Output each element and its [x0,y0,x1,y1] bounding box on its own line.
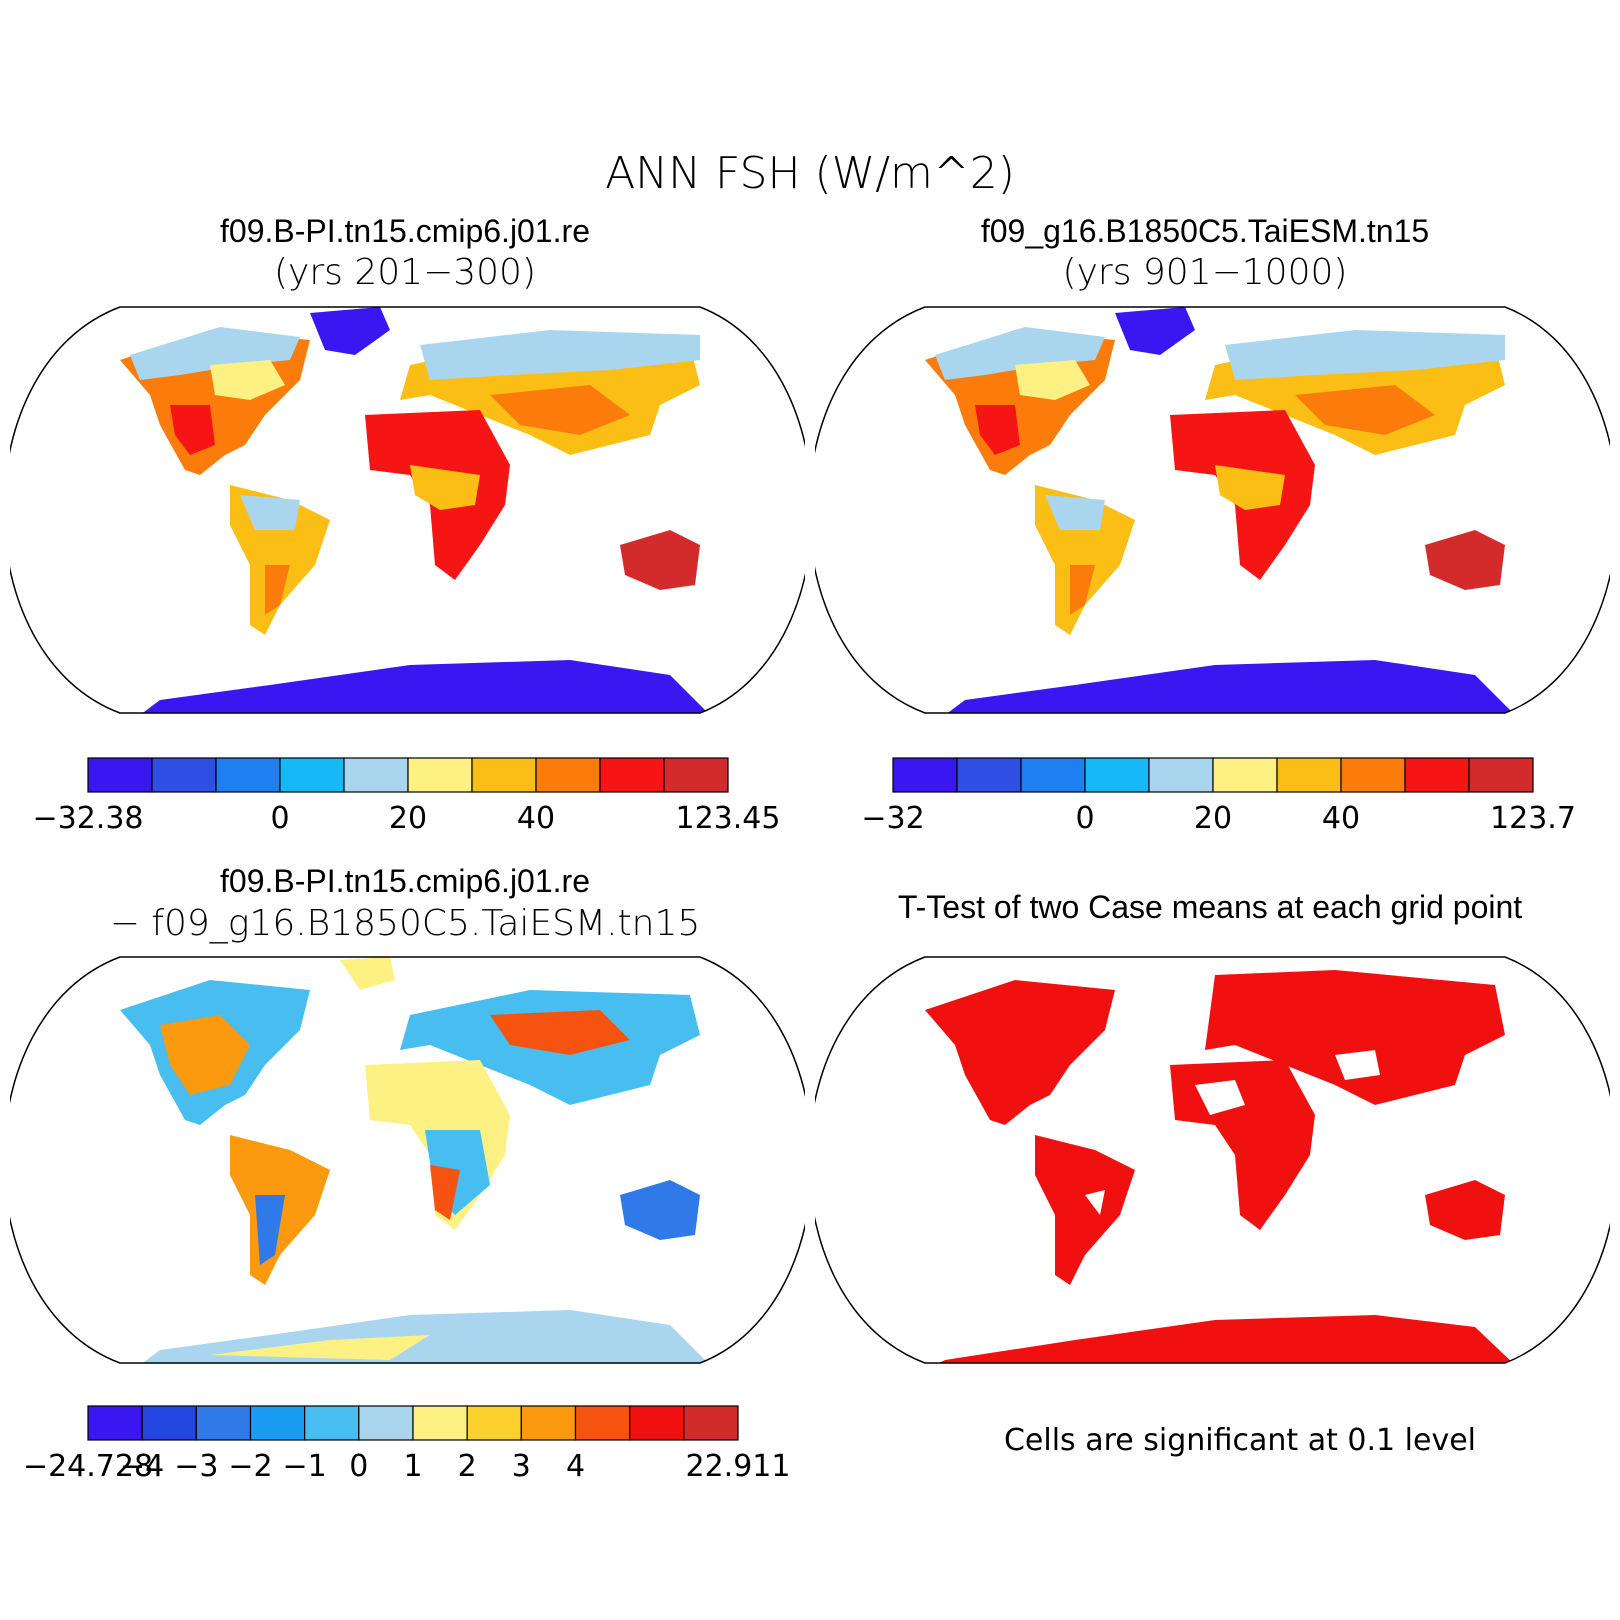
colorbar-tick-label: 3 [512,1449,531,1484]
colorbar-swatch [663,757,729,793]
colorbar-swatch [683,1405,739,1441]
land-fill-difference [120,957,710,1363]
colorbar-case1: −32.38 0 20 40 123.45 [32,757,781,836]
significance-note: Cells are significant at 0.1 level [1003,1423,1476,1458]
colorbar-swatch [535,757,601,793]
colorbar-tick-label: 0 [270,801,289,836]
colorbar-swatch [1020,757,1086,793]
colorbar-tick-label: −24.728 [23,1449,153,1484]
colorbar-swatch [151,757,217,793]
map-ttest [815,956,1610,1364]
colorbar-swatch [629,1405,685,1441]
colorbar-swatch [1148,757,1214,793]
panel-case2-subtitle: (yrs 901−1000) [1062,252,1348,293]
colorbar-tick-label: 20 [1194,801,1232,836]
colorbar-tick-label: 2 [458,1449,477,1484]
colorbar-tick-label: 0 [1075,801,1094,836]
map-case2 [815,306,1610,714]
map-border-difference [10,956,805,1364]
colorbar-swatch [412,1405,468,1441]
colorbar-tick-label: 4 [566,1449,585,1484]
colorbar-swatch [304,1405,360,1441]
colorbar-tick-label: 22.911 [686,1449,791,1484]
colorbar-swatch [358,1405,414,1441]
figure-title: ANN FSH (W/m^2) [605,148,1015,199]
panel-difference-title: f09.B-PI.tn15.cmip6.j01.re [220,863,590,899]
panel-ttest-title: T-Test of two Case means at each grid po… [897,889,1523,925]
colorbar-tick-label: 1 [403,1449,422,1484]
colorbar-swatch [1468,757,1534,793]
colorbar-tick-label: −4 [120,1449,164,1484]
colorbar-tick-label: −32 [861,801,924,836]
panel-case1-title: f09.B-PI.tn15.cmip6.j01.re [220,213,590,249]
colorbar-swatch [1276,757,1342,793]
colorbar-swatch [1084,757,1150,793]
colorbar-swatch [599,757,665,793]
colorbar-swatch [343,757,409,793]
land-fill-case2 [925,307,1515,713]
panel-difference-subtitle: − f09_g16.B1850C5.TaiESM.tn15 [109,903,701,944]
colorbar-difference: −24.728−4 −3 −2 −1 0 1 2 3 4 22.911 [23,1405,791,1484]
colorbar-swatch [466,1405,522,1441]
colorbar-swatch [1404,757,1470,793]
colorbar-swatch [892,757,958,793]
map-border-ttest [815,956,1610,1364]
map-border-case1 [10,306,805,714]
colorbar-swatch [141,1405,197,1441]
colorbar-tick-label: 123.7 [1490,801,1576,836]
map-border-case2 [815,306,1610,714]
colorbar-swatch [956,757,1022,793]
colorbar-swatch [215,757,281,793]
colorbar-tick-label: 20 [389,801,427,836]
land-fill-case1 [120,307,710,713]
colorbar-tick-label: 40 [1322,801,1360,836]
panel-case2-title: f09_g16.B1850C5.TaiESM.tn15 [980,213,1430,249]
colorbar-case2: −32 0 20 40 123.7 [861,757,1576,836]
colorbar-swatch [195,1405,252,1441]
colorbar-swatch [87,757,153,793]
significance-fill [925,970,1515,1363]
colorbar-tick-label: 40 [517,801,555,836]
colorbar-tick-label: −1 [283,1449,327,1484]
panel-case1-subtitle: (yrs 201−300) [274,252,536,293]
map-difference [10,956,805,1364]
colorbar-swatch [1212,757,1278,793]
colorbar-tick-label: −3 [174,1449,218,1484]
colorbar-tick-label: −2 [228,1449,272,1484]
colorbar-tick-label: −32.38 [32,801,143,836]
map-case1 [10,306,805,714]
colorbar-swatch [520,1405,577,1441]
colorbar-swatch [471,757,537,793]
colorbar-swatch [574,1405,631,1441]
colorbar-swatch [87,1405,143,1441]
colorbar-tick-label: 0 [349,1449,368,1484]
colorbar-swatch [279,757,345,793]
colorbar-swatch [1340,757,1406,793]
colorbar-swatch [249,1405,306,1441]
colorbar-swatch [407,757,473,793]
colorbar-tick-label: 123.45 [676,801,781,836]
